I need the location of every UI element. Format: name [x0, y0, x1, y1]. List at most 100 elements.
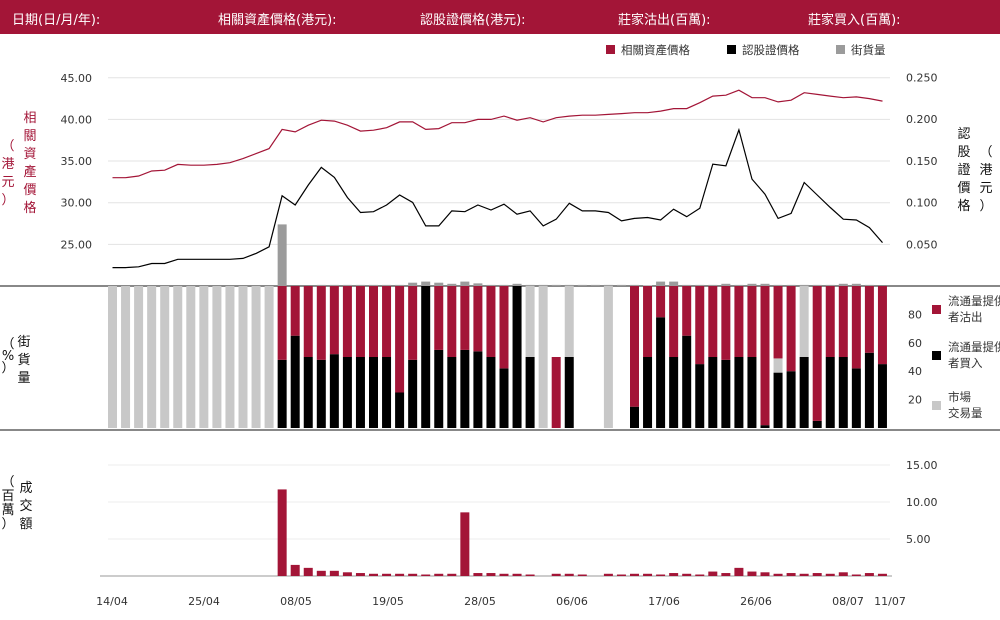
turnover-bar	[382, 573, 392, 576]
left-axis-title-char: 產	[23, 164, 36, 180]
buy-bar	[747, 357, 757, 428]
buy-bar	[408, 359, 418, 428]
buy-bar	[877, 364, 887, 428]
market-volume-bar	[121, 286, 131, 428]
right-axis-title-char: 證	[957, 162, 970, 178]
x-tick-label: 17/06	[648, 595, 680, 608]
bottom-axis-title-char: 額	[19, 517, 32, 532]
market-volume-bar	[773, 358, 783, 373]
turnover-bar	[773, 573, 783, 576]
sell-bar	[473, 286, 483, 352]
turnover-bar	[512, 573, 522, 576]
header-bar: 日期(日/月/年): 相關資產價格(港元): 認股證價格(港元): 莊家沽出(百…	[0, 0, 1000, 34]
turnover-bar	[682, 573, 692, 576]
street-volume-bar	[812, 284, 822, 286]
street-volume-bar	[708, 284, 718, 286]
buy-bar	[656, 317, 666, 428]
left-axis-unit-char: 元	[1, 175, 14, 190]
left-axis-title-char: 資	[23, 147, 36, 162]
sell-label: 莊家沽出(百萬):	[618, 13, 711, 28]
market-volume-bar	[134, 286, 144, 428]
turnover-bar	[838, 572, 848, 576]
market-volume-bar	[186, 286, 196, 428]
market-volume-bar	[225, 286, 235, 428]
turnover-bar	[434, 573, 444, 576]
street-volume-bar	[773, 284, 783, 286]
street-volume-bar	[525, 284, 535, 286]
legend-label: 街貨量	[851, 43, 886, 57]
mid-legend-label: 流通量提供	[948, 294, 1000, 308]
sell-bar	[486, 286, 496, 357]
buy-bar	[825, 357, 835, 428]
street-volume-bar	[342, 284, 352, 286]
mid-axis-title-char: 街	[17, 335, 30, 350]
buy-bar	[316, 359, 326, 428]
street-volume-bar	[277, 224, 287, 286]
sell-bar	[812, 286, 822, 421]
buy-bar	[708, 357, 718, 428]
street-volume-bar	[695, 284, 705, 286]
buy-bar	[277, 359, 287, 428]
turnover-bar	[864, 573, 874, 576]
mid-legend-label: 市場	[948, 390, 971, 404]
street-volume-bar	[395, 284, 405, 286]
legend-swatch	[836, 45, 845, 54]
mid-tick-label: 20	[908, 394, 922, 407]
sell-bar	[460, 286, 470, 350]
street-volume-bar	[825, 284, 835, 286]
street-volume-bar	[616, 284, 626, 286]
right-tick-label: 0.200	[906, 113, 938, 126]
bottom-axis-title-char: 成	[19, 481, 32, 496]
street-volume-bar	[408, 282, 418, 286]
buy-bar	[460, 349, 470, 428]
turnover-bar	[603, 573, 613, 576]
street-volume-bar	[851, 283, 861, 286]
market-volume-bar	[238, 286, 248, 428]
buy-bar	[382, 357, 392, 428]
turnover-bar	[303, 567, 313, 576]
turnover-bar	[473, 573, 483, 576]
street-volume-bar	[786, 284, 796, 286]
turnover-bar	[525, 574, 535, 576]
right-axis-title-char: 價	[957, 181, 970, 196]
sell-bar	[721, 286, 731, 360]
bottom-tick-label: 15.00	[906, 459, 938, 472]
street-volume-bar	[590, 284, 600, 286]
right-tick-label: 0.250	[906, 71, 938, 84]
left-tick-label: 30.00	[61, 197, 93, 210]
market-volume-bar	[160, 286, 170, 428]
left-axis-title-char: 格	[23, 200, 36, 216]
legend-swatch	[606, 45, 615, 54]
mid-axis-title-char: 量	[17, 371, 30, 386]
bottom-axis-unit-char: 百	[1, 489, 14, 504]
sell-bar	[773, 286, 783, 359]
turnover-bar	[812, 573, 822, 576]
turnover-bar	[747, 571, 757, 576]
right-axis-title-char: 格	[957, 198, 970, 214]
street-volume-bar	[434, 282, 444, 286]
buy-bar	[395, 392, 405, 428]
right-axis-title-char: 認	[957, 126, 970, 142]
warrant-price-line	[112, 127, 883, 269]
sell-bar	[290, 286, 300, 336]
x-tick-label: 08/05	[280, 595, 312, 608]
sell-bar	[395, 286, 405, 393]
sell-bar	[695, 286, 705, 365]
right-axis-title-char: 股	[957, 145, 970, 160]
market-volume-bar	[603, 286, 613, 428]
sell-bar	[355, 286, 365, 357]
sell-bar	[342, 286, 352, 357]
turnover-bar	[369, 573, 378, 576]
buy-bar	[342, 357, 352, 428]
street-volume-bar	[734, 284, 744, 286]
sell-bar	[864, 286, 874, 353]
buy-bar	[669, 357, 679, 428]
bottom-axis-title-char: 交	[19, 498, 32, 514]
mid-axis-unit-char: %	[2, 349, 14, 364]
sell-bar	[329, 286, 339, 355]
buy-bar	[851, 368, 861, 428]
buy-bar	[773, 372, 783, 428]
turnover-bar	[695, 574, 705, 576]
right-tick-label: 0.100	[906, 197, 938, 210]
turnover-bar	[551, 573, 561, 576]
